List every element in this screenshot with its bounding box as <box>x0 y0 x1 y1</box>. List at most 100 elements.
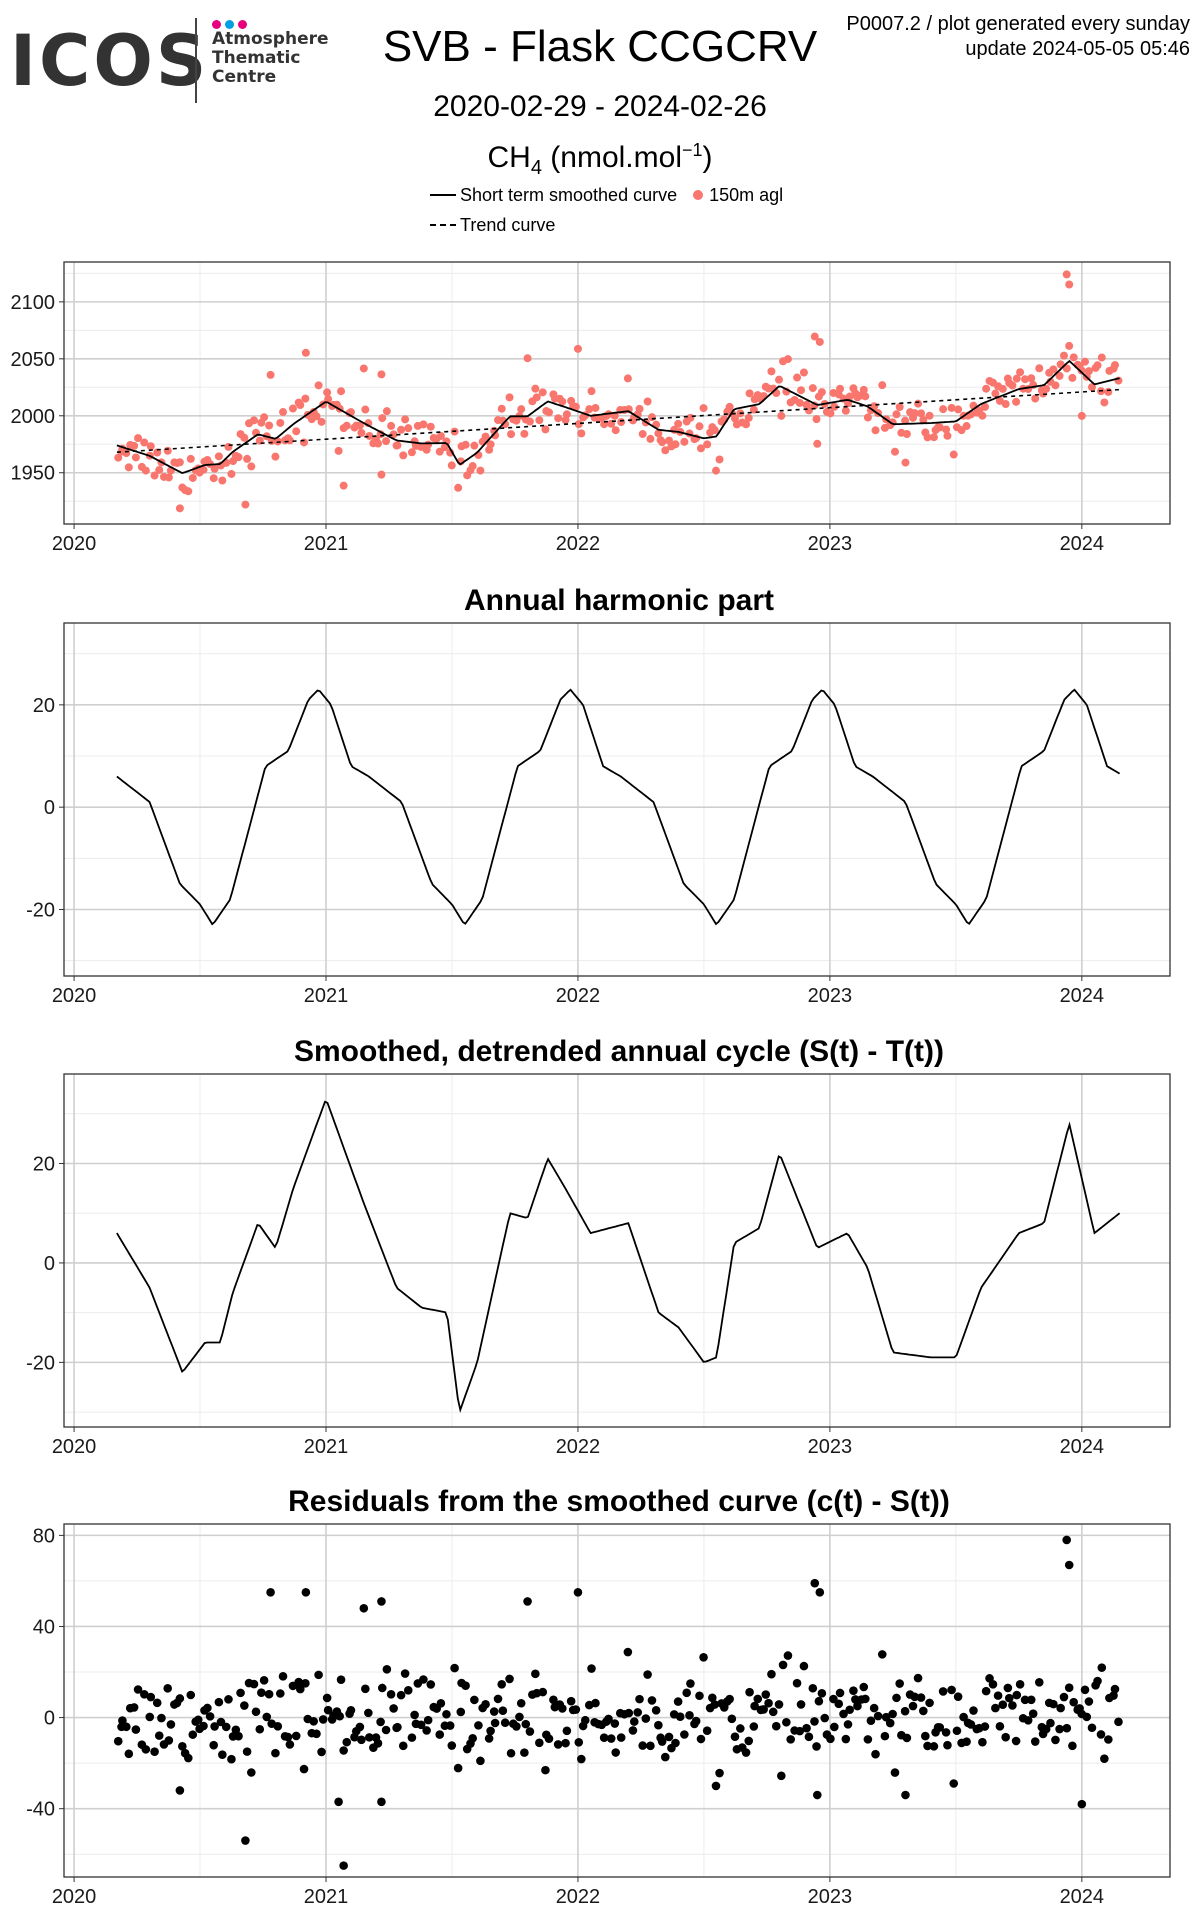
observation-point <box>240 433 249 442</box>
observation-point <box>461 440 470 449</box>
smoothed-curve-line <box>116 359 1120 474</box>
observation-point <box>962 422 971 431</box>
residual-point <box>826 1734 835 1744</box>
observation-point <box>210 464 219 473</box>
residual-point <box>783 1651 793 1660</box>
residual-point <box>389 1704 398 1713</box>
observation-point <box>357 428 366 437</box>
residual-point <box>981 1686 991 1696</box>
residual-point <box>224 1695 233 1704</box>
residual-point <box>525 1727 535 1736</box>
logo-subtitle: Atmosphere Thematic Centre <box>212 30 329 87</box>
observation-point <box>1077 411 1086 420</box>
observation-point <box>419 420 428 429</box>
residual-point <box>628 1726 638 1735</box>
residual-point <box>335 1711 345 1721</box>
residual-point <box>695 1691 704 1701</box>
residual-point <box>355 1722 365 1732</box>
residual-point <box>580 1715 590 1725</box>
residual-point <box>1084 1697 1094 1706</box>
residual-point <box>1034 1677 1044 1687</box>
residual-point <box>623 1647 633 1657</box>
residual-point <box>193 1715 203 1725</box>
residual-point <box>810 1717 819 1726</box>
observation-point <box>476 466 485 475</box>
observation-point <box>1087 383 1096 392</box>
observation-point <box>175 504 184 513</box>
residual-point <box>815 1588 825 1597</box>
observation-point <box>538 388 547 397</box>
residual-point <box>515 1712 524 1722</box>
meta-line-1: P0007.2 / plot generated every sunday <box>846 13 1190 35</box>
observation-point <box>470 441 479 450</box>
logo-subtitle-line-2: Thematic <box>212 48 301 68</box>
residual-point <box>877 1650 887 1659</box>
residual-point <box>635 1694 644 1704</box>
residual-point <box>481 1700 490 1709</box>
residual-point <box>604 1714 613 1724</box>
y-tick-label: 80 <box>33 1525 55 1547</box>
residual-point <box>373 1738 383 1748</box>
observation-point <box>300 438 309 447</box>
residual-point <box>1069 1697 1078 1707</box>
residual-point <box>163 1684 172 1693</box>
unit-superscript: −1 <box>681 140 703 160</box>
observation-point <box>199 465 208 474</box>
residual-point <box>175 1786 185 1795</box>
unit-rest: (nmol.mol <box>541 141 682 174</box>
x-tick-label: 2023 <box>808 985 853 1007</box>
residual-point <box>309 1717 318 1726</box>
chart-title: Smoothed, detrended annual cycle (S(t) -… <box>294 1035 944 1068</box>
residual-point <box>1068 1741 1077 1751</box>
observation-point <box>491 431 500 440</box>
observation-point <box>382 407 391 416</box>
residual-point <box>851 1695 860 1704</box>
residual-point <box>240 1701 249 1710</box>
observation-point <box>1097 353 1106 362</box>
residual-point <box>562 1726 572 1736</box>
observation-point <box>980 402 989 411</box>
residual-point <box>278 1672 288 1681</box>
observation-point <box>826 409 835 418</box>
observation-point <box>271 452 280 461</box>
residual-point <box>157 1713 166 1723</box>
residual-point <box>624 1708 634 1718</box>
observation-point <box>454 483 463 492</box>
residual-point <box>841 1734 851 1744</box>
observation-point <box>863 413 872 422</box>
residual-point <box>1028 1709 1038 1719</box>
residual-point <box>178 1742 187 1751</box>
residual-point <box>312 1729 321 1739</box>
observation-point <box>163 446 172 455</box>
plot-border <box>63 1073 1171 1428</box>
residual-point <box>152 1698 162 1708</box>
residual-point <box>407 1733 417 1742</box>
residual-point <box>456 1707 466 1717</box>
residual-point <box>1011 1736 1021 1746</box>
residual-point <box>654 1720 663 1730</box>
observation-point <box>943 431 952 440</box>
residual-point <box>146 1692 156 1702</box>
residual-point <box>820 1713 830 1723</box>
residual-point <box>523 1597 532 1606</box>
observation-point <box>407 448 416 457</box>
residual-point <box>1097 1663 1107 1672</box>
x-tick-label: 2023 <box>808 1886 853 1908</box>
residual-point <box>512 1722 521 1731</box>
observation-point <box>1035 364 1044 373</box>
residual-point <box>708 1693 717 1703</box>
observation-point <box>387 421 396 430</box>
observation-point <box>830 402 839 411</box>
observation-point <box>925 411 934 420</box>
observation-point <box>337 387 346 396</box>
residual-point <box>1096 1730 1106 1739</box>
residual-point <box>1062 1535 1072 1545</box>
residual-point <box>365 1733 374 1742</box>
residual-point <box>1015 1679 1025 1689</box>
observation-point <box>591 403 600 412</box>
residual-point <box>880 1731 890 1741</box>
residual-point <box>1109 1691 1118 1700</box>
residual-point <box>505 1674 514 1684</box>
observation-point <box>815 337 824 346</box>
residual-point <box>885 1718 895 1728</box>
